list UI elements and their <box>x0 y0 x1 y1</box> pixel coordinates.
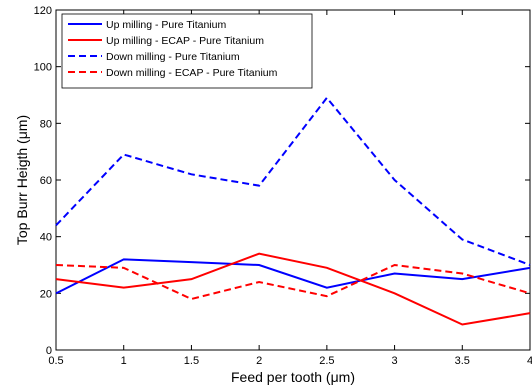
series-lines <box>55 96 531 326</box>
y-tick-label: 100 <box>34 62 52 74</box>
legend-label: Down milling - Pure Titanium <box>106 51 240 63</box>
y-tick-label: 80 <box>40 118 52 130</box>
x-tick-label: 4 <box>527 355 532 367</box>
series-line-up-milling-pure-titanium <box>55 258 531 295</box>
legend-label: Up milling - Pure Titanium <box>106 19 226 31</box>
y-tick-label: 20 <box>40 288 52 300</box>
series-line-down-milling-ecap-pure-titanium <box>55 263 531 301</box>
x-tick-label: 3.5 <box>455 355 470 367</box>
y-axis-label: Top Burr Heigth (μm) <box>14 115 30 245</box>
x-tick-label: 1.5 <box>184 355 199 367</box>
y-tick-label: 0 <box>46 345 52 357</box>
legend-box <box>61 13 313 89</box>
series-line-up-milling-ecap-pure-titanium <box>55 252 531 326</box>
y-tick-label: 60 <box>40 175 52 187</box>
y-tick-label: 40 <box>40 232 52 244</box>
x-tick-label: 0.5 <box>48 355 63 367</box>
x-tick-label: 1 <box>121 355 127 367</box>
series-line-down-milling-pure-titanium <box>55 96 531 266</box>
x-tick-label: 3 <box>392 355 398 367</box>
x-tick-label: 2.5 <box>319 355 334 367</box>
y-tick-label: 120 <box>34 5 52 17</box>
x-tick-label: 2 <box>256 355 262 367</box>
x-axis-label: Feed per tooth (μm) <box>231 369 355 385</box>
legend-label: Down milling - ECAP - Pure Titanium <box>106 67 278 79</box>
legend: Up milling - Pure Titanium Up milling - E… <box>61 13 313 89</box>
legend-label: Up milling - ECAP - Pure Titanium <box>106 35 264 47</box>
